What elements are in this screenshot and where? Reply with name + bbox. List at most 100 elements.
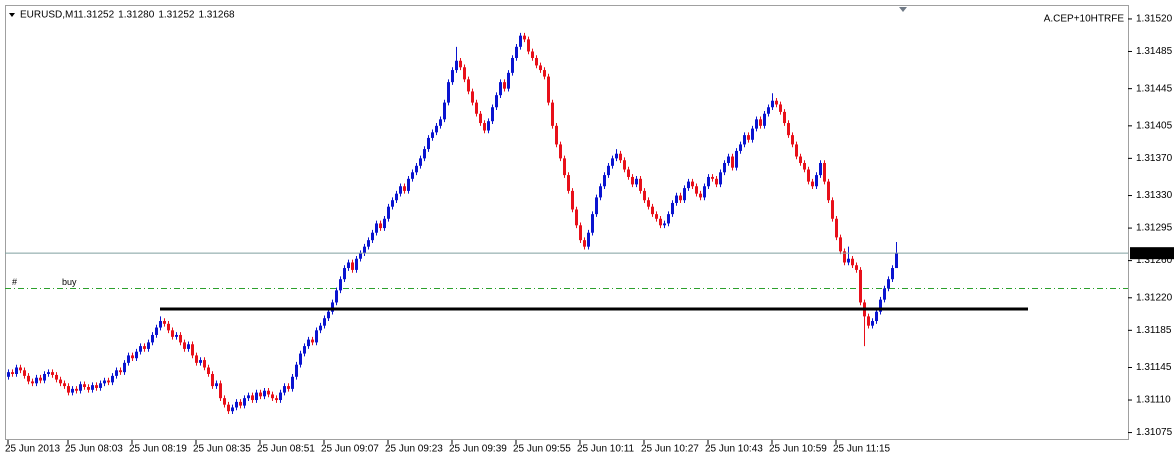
y-tick-label: 1.31330 [1136, 190, 1173, 201]
candle-body [431, 132, 434, 138]
candle-body [647, 200, 650, 207]
candle-body [495, 95, 498, 108]
candle-body [563, 158, 566, 176]
candle-body [631, 176, 634, 185]
candle-body [415, 165, 418, 173]
candle-body [819, 163, 822, 176]
x-tick-label: 25 Jun 09:23 [385, 444, 443, 455]
candle-body [303, 346, 306, 354]
candle-body [887, 279, 890, 289]
candle-body [103, 380, 106, 384]
candle-body [559, 144, 562, 159]
candle-body [135, 351, 138, 359]
candle-body [739, 144, 742, 151]
candle-body [387, 206, 390, 219]
candle-body [499, 82, 502, 96]
candle-body [815, 175, 818, 187]
candle-body [123, 362, 126, 373]
candle-body [803, 163, 806, 170]
candle-body [27, 375, 30, 382]
candle-body [55, 374, 58, 380]
candle-body [315, 330, 318, 343]
candle-body [667, 214, 670, 224]
x-tick-label: 25 Jun 11:15 [833, 444, 891, 455]
candle-body [367, 240, 370, 247]
candle-body [19, 367, 22, 371]
candle-body [107, 380, 110, 383]
candle-body [547, 76, 550, 103]
candle-body [111, 375, 114, 383]
candle-body [343, 268, 346, 280]
candle-body [707, 176, 710, 187]
candle-body [483, 123, 486, 131]
candle-body [163, 321, 166, 324]
y-tick-label: 1.31520 [1136, 14, 1173, 25]
candle-body [507, 72, 510, 89]
candle-body [259, 392, 262, 397]
candle-body [687, 181, 690, 189]
candle-body [555, 125, 558, 145]
candle-body [331, 302, 334, 312]
candle-body [99, 383, 102, 388]
candle-body [595, 197, 598, 215]
candle-body [783, 111, 786, 124]
menu-arrow [9, 13, 15, 17]
candle-body [63, 383, 66, 387]
candle-body [223, 398, 226, 405]
candle-body [235, 401, 238, 408]
candle-body [231, 407, 234, 412]
x-tick-label: 25 Jun 10:43 [705, 444, 763, 455]
candle-body [399, 186, 402, 194]
candle-body [351, 262, 354, 270]
candle-body [39, 377, 42, 381]
candle-body [623, 160, 626, 170]
candle-body [271, 394, 274, 399]
candle-body [799, 156, 802, 164]
candle-body [543, 70, 546, 77]
y-tick-label: 1.31260 [1136, 255, 1173, 266]
candle-body [147, 342, 150, 349]
candle-body [327, 311, 330, 319]
candle-body [243, 398, 246, 406]
candle-body [95, 385, 98, 388]
candle-body [263, 390, 266, 397]
y-tick-label: 1.31110 [1136, 395, 1171, 406]
candle-body [607, 165, 610, 176]
candle-body [823, 163, 826, 182]
candle-body [11, 372, 14, 375]
candle-body [175, 334, 178, 337]
candle-body [83, 384, 86, 388]
y-tick-label: 1.31485 [1136, 46, 1173, 57]
candle-body [131, 355, 134, 359]
candle-body [491, 107, 494, 122]
candle-body [127, 355, 130, 363]
x-tick-label: 25 Jun 2013 [5, 444, 60, 455]
y-tick-label: 1.31405 [1136, 120, 1173, 131]
candle-body [503, 82, 506, 89]
candle-body [811, 181, 814, 187]
candle-body [779, 104, 782, 112]
candle-body [611, 158, 614, 166]
y-tick-label: 1.31145 [1136, 362, 1172, 373]
candle-body [371, 232, 374, 241]
candle-body [675, 195, 678, 203]
candle-body [447, 82, 450, 103]
candle-body [311, 339, 314, 343]
candle-body [587, 232, 590, 247]
candle-body [579, 225, 582, 241]
candle-body [119, 370, 122, 373]
x-tick-label: 25 Jun 10:59 [769, 444, 827, 455]
candle-body [683, 188, 686, 201]
candle-body [291, 376, 294, 389]
candle-body [691, 181, 694, 187]
candle-body [847, 258, 850, 263]
candle-body [763, 113, 766, 126]
candle-body [807, 169, 810, 182]
candle-body [591, 214, 594, 233]
symbol-title: EURUSD,M1 [20, 10, 79, 21]
candle-body [419, 158, 422, 166]
candle-body [403, 186, 406, 191]
y-tick-label: 1.31185 [1136, 325, 1172, 336]
candle-body [479, 113, 482, 124]
